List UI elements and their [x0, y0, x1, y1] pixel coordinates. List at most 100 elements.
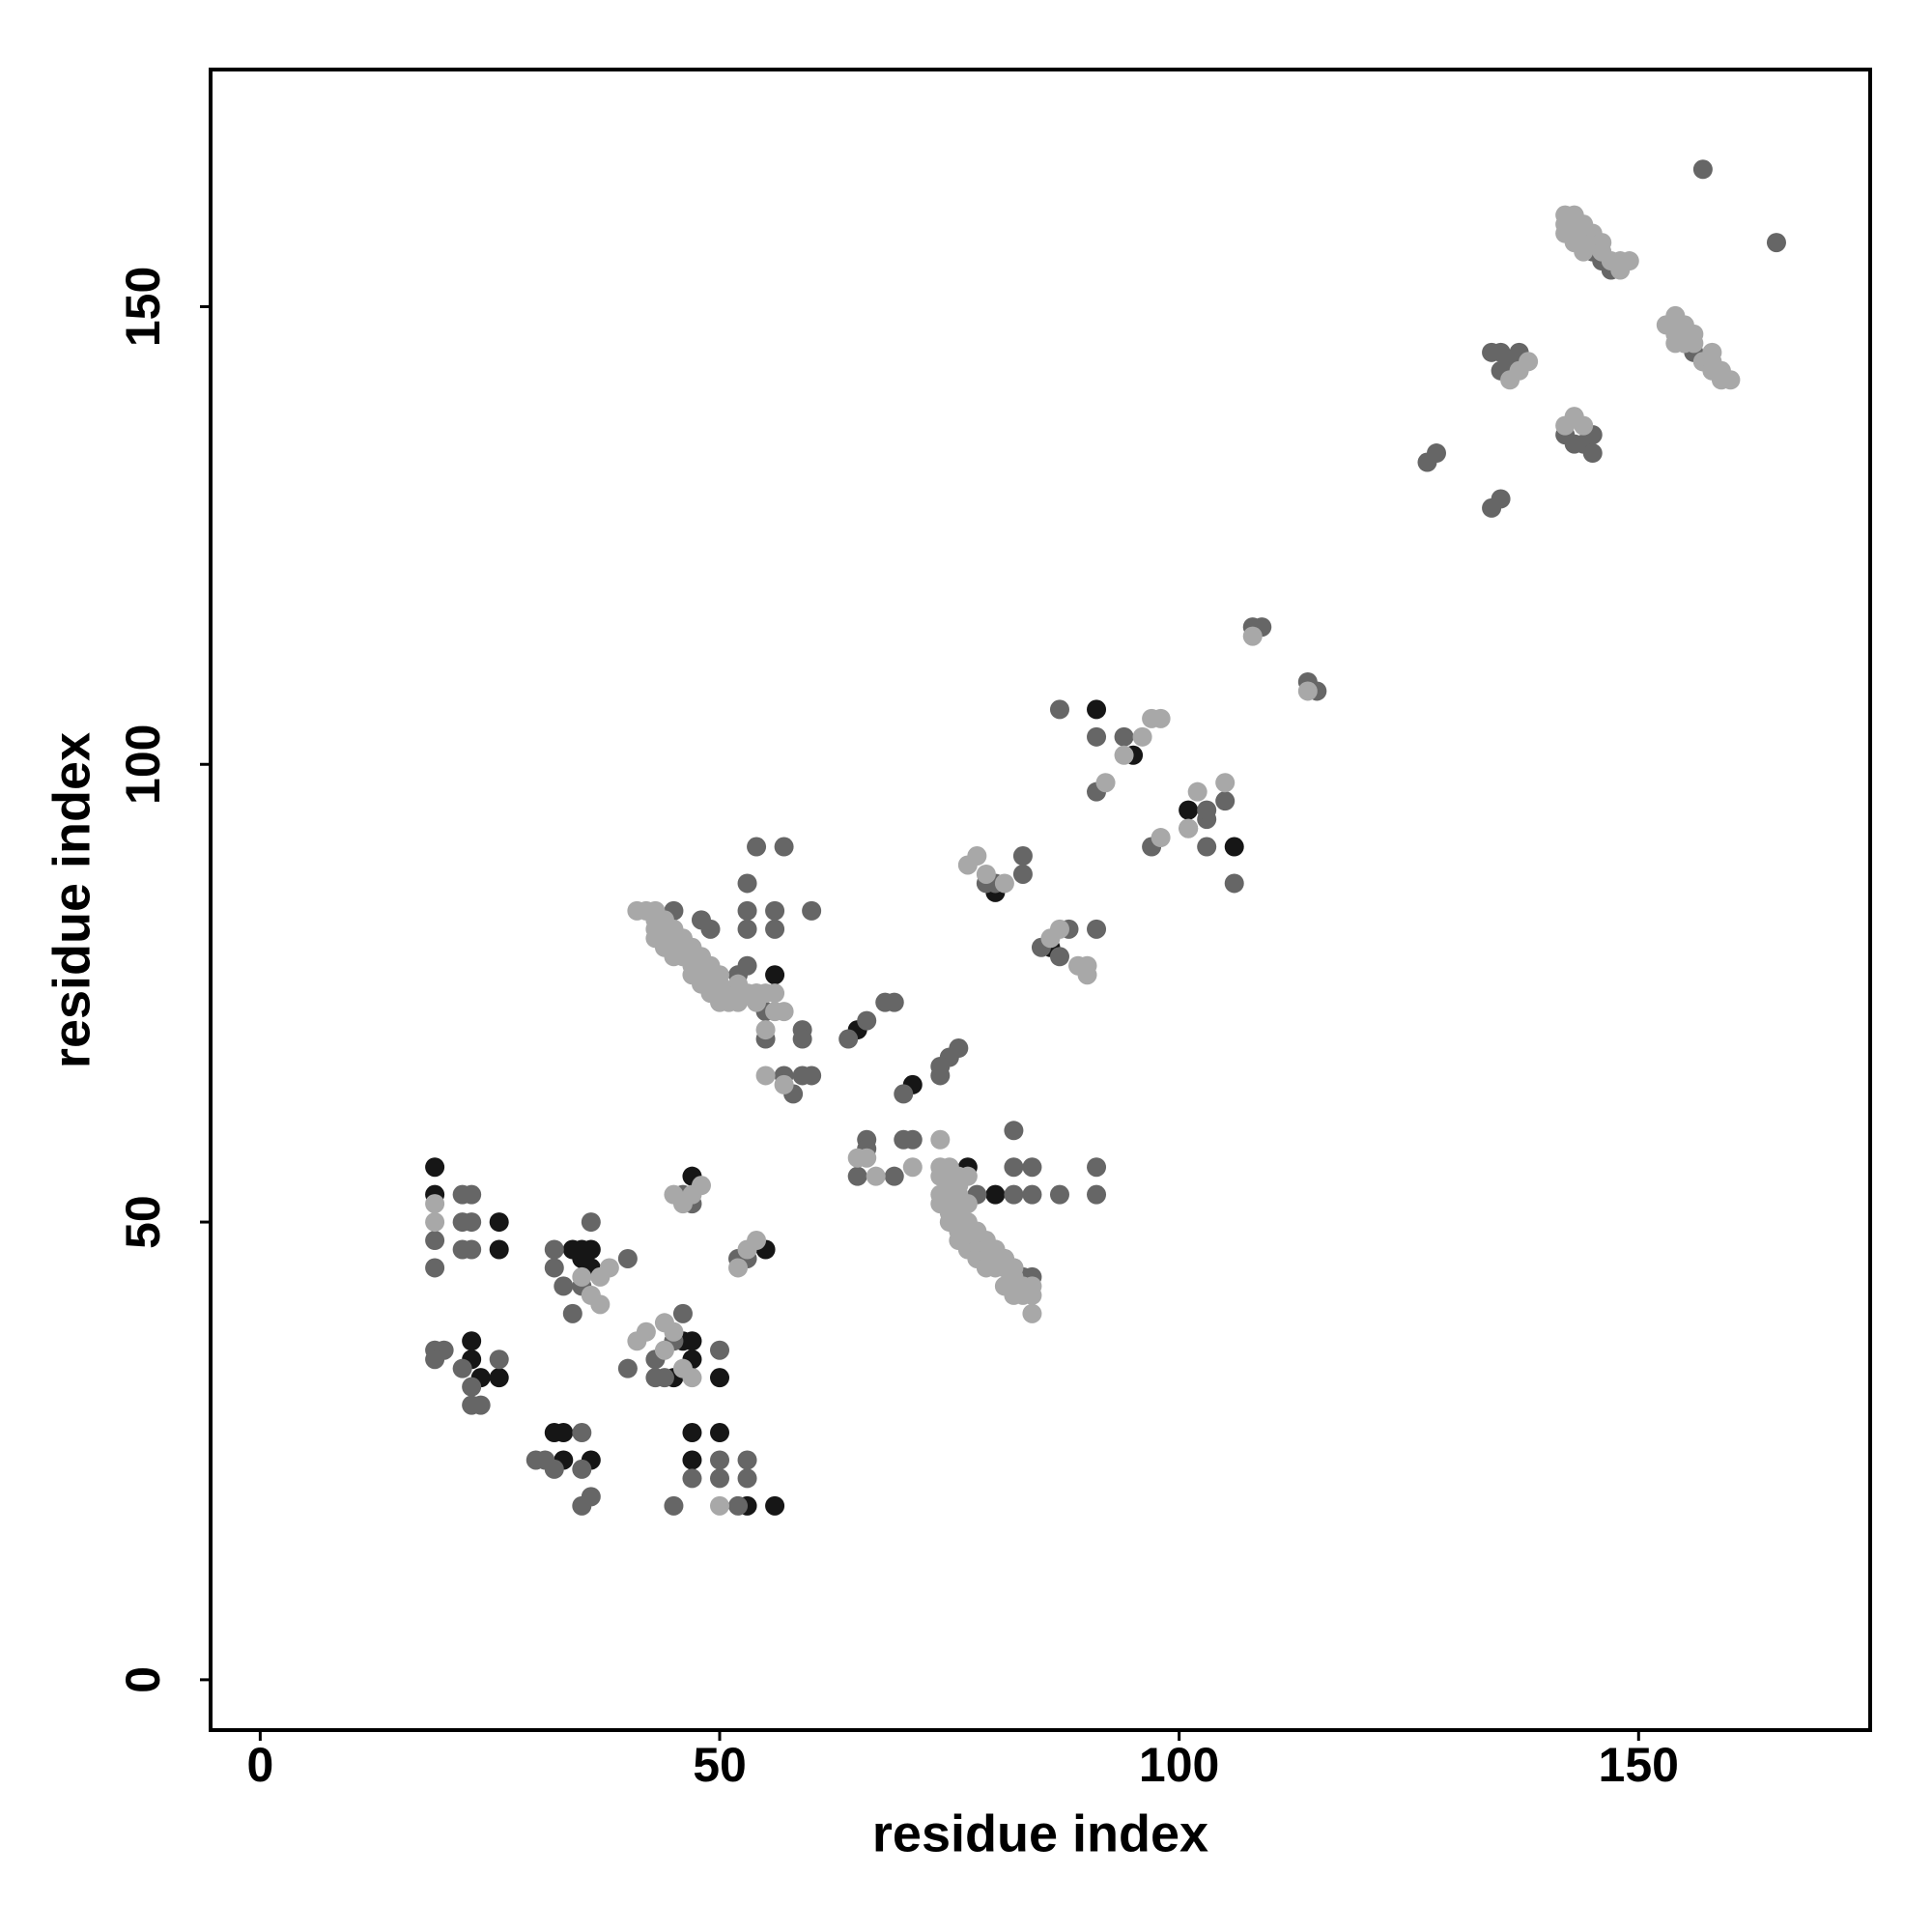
point — [755, 1020, 776, 1040]
point — [765, 983, 785, 1004]
point — [994, 873, 1014, 894]
point — [774, 1074, 794, 1094]
point — [1049, 947, 1069, 967]
point — [747, 837, 767, 857]
point — [1692, 159, 1713, 180]
point — [544, 1239, 564, 1260]
point — [581, 1239, 601, 1260]
point — [710, 1368, 730, 1388]
x-axis-label: residue index — [872, 1804, 1208, 1862]
point — [1095, 773, 1116, 793]
plot-frame — [209, 68, 1872, 1732]
point — [976, 864, 996, 884]
point — [1766, 233, 1786, 253]
point — [737, 900, 757, 921]
point — [747, 1231, 767, 1251]
point — [544, 1258, 564, 1278]
point — [755, 1065, 776, 1086]
point — [617, 1248, 638, 1268]
point — [1151, 708, 1171, 728]
point — [765, 919, 785, 939]
point — [425, 1212, 445, 1233]
point — [572, 1266, 592, 1287]
point — [1720, 370, 1741, 390]
point — [654, 1340, 674, 1360]
point — [664, 1321, 684, 1342]
point — [710, 1340, 730, 1360]
point — [894, 1084, 914, 1104]
point — [1197, 837, 1217, 857]
point — [544, 1459, 564, 1479]
point — [1012, 864, 1033, 884]
point — [1179, 818, 1199, 838]
point — [774, 837, 794, 857]
point — [1022, 1157, 1042, 1178]
point — [737, 1468, 757, 1489]
point — [1297, 681, 1318, 701]
x-tick-label: 50 — [693, 1738, 747, 1792]
point — [728, 1495, 749, 1516]
point — [636, 1321, 656, 1342]
point — [526, 1450, 546, 1470]
point — [847, 1166, 867, 1186]
point — [710, 1495, 730, 1516]
point — [682, 1331, 702, 1351]
point — [425, 1350, 445, 1370]
point — [425, 1157, 445, 1178]
point — [802, 900, 822, 921]
point — [1114, 745, 1134, 765]
point — [930, 1157, 951, 1178]
point — [884, 992, 904, 1012]
point — [562, 1303, 582, 1323]
point — [710, 1423, 730, 1443]
point — [691, 1176, 711, 1196]
point — [562, 1239, 582, 1260]
point — [802, 1065, 822, 1086]
point — [710, 1468, 730, 1489]
point — [1077, 955, 1097, 976]
point — [425, 1258, 445, 1278]
point — [1151, 828, 1171, 848]
point — [1004, 1157, 1024, 1178]
point — [682, 1468, 702, 1489]
point — [765, 965, 785, 985]
point — [930, 1194, 951, 1214]
point — [572, 1495, 592, 1516]
point — [866, 1166, 886, 1186]
point — [1004, 1184, 1024, 1205]
point — [1087, 699, 1107, 720]
point — [1242, 626, 1263, 646]
point — [857, 1148, 877, 1168]
y-axis-label: residue index — [43, 732, 100, 1068]
point — [1012, 846, 1033, 867]
point — [1224, 837, 1244, 857]
point — [1197, 800, 1217, 820]
point — [682, 1423, 702, 1443]
point — [425, 1194, 445, 1214]
point — [1132, 726, 1152, 747]
point — [489, 1368, 509, 1388]
point — [1004, 1121, 1024, 1141]
point — [700, 919, 721, 939]
point — [489, 1212, 509, 1233]
point — [902, 1129, 923, 1150]
point — [489, 1239, 509, 1260]
point — [672, 1303, 693, 1323]
point — [1619, 251, 1639, 271]
point — [1087, 1184, 1107, 1205]
point — [774, 1002, 794, 1022]
point — [544, 1423, 564, 1443]
point — [765, 1495, 785, 1516]
point — [765, 900, 785, 921]
point — [930, 1056, 951, 1076]
point — [1215, 773, 1236, 793]
point — [737, 1450, 757, 1470]
point — [1087, 1157, 1107, 1178]
point — [1491, 489, 1511, 509]
x-tick-label: 150 — [1599, 1738, 1679, 1792]
point — [599, 1258, 619, 1278]
y-tick-label: 50 — [116, 1195, 170, 1249]
point — [1574, 415, 1594, 436]
point — [1426, 443, 1446, 464]
